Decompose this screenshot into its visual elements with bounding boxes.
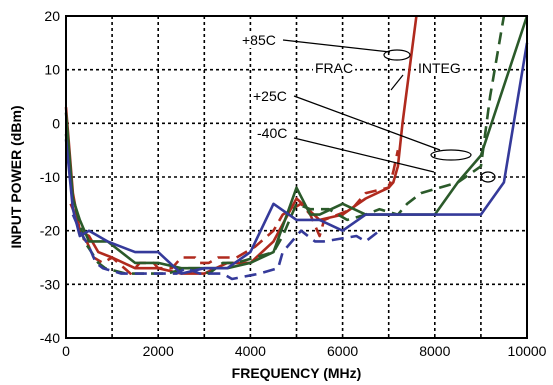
- annotation-ellipse: [383, 49, 411, 61]
- leader-line: [390, 74, 404, 91]
- leader-line: [282, 39, 391, 53]
- series-line-sm40f: [71, 214, 381, 281]
- x-tick-label: 8000: [419, 343, 450, 359]
- y-tick-label: -20: [40, 223, 60, 239]
- y-tick-label: -30: [40, 276, 60, 292]
- x-tick-label: 0: [62, 343, 70, 359]
- x-tick-label: 6000: [327, 343, 358, 359]
- x-axis-label: FREQUENCY (MHz): [232, 365, 362, 381]
- annotation-ellipse: [480, 171, 496, 183]
- series-line-s25f: [64, 15, 506, 275]
- plot-frame: [65, 15, 528, 339]
- y-tick-label: -40: [40, 330, 60, 346]
- leader-line: [293, 137, 435, 173]
- leader-line: [293, 95, 441, 151]
- series-line-sm40i: [64, 42, 529, 275]
- y-tick-label: -10: [40, 169, 60, 185]
- annotation-p25: +25C: [253, 88, 287, 104]
- x-tick-label: 2000: [143, 343, 174, 359]
- annotation-background: [255, 125, 290, 141]
- x-tick-labels: 0 2000 4000 6000 8000 10000: [62, 343, 547, 359]
- annotation-background: [240, 32, 278, 48]
- annotation-p85: +85C: [242, 32, 276, 48]
- y-tick-label: 20: [44, 8, 60, 24]
- annotation-background: [416, 60, 463, 76]
- annotation-ellipse: [430, 149, 472, 161]
- series-line-s85i: [64, 15, 418, 275]
- x-tick-label: 10000: [508, 343, 547, 359]
- y-axis-label: INPUT POWER (dBm): [8, 105, 24, 248]
- x-tick-label: 4000: [235, 343, 266, 359]
- annotation-layer: +85C FRAC INTEG +25C -40C: [240, 32, 496, 183]
- annotation-background: [251, 88, 289, 104]
- annotation-background: [313, 60, 356, 76]
- y-tick-label: 0: [52, 115, 60, 131]
- y-tick-labels: 20 10 0 -10 -20 -30 -40: [40, 8, 60, 346]
- series-line-s85f: [69, 149, 400, 275]
- annotation-m40: -40C: [257, 125, 287, 141]
- annotation-frac: FRAC: [315, 60, 353, 76]
- series-layer: [64, 15, 529, 281]
- annotation-integ: INTEG: [418, 60, 461, 76]
- y-tick-label: 10: [44, 62, 60, 78]
